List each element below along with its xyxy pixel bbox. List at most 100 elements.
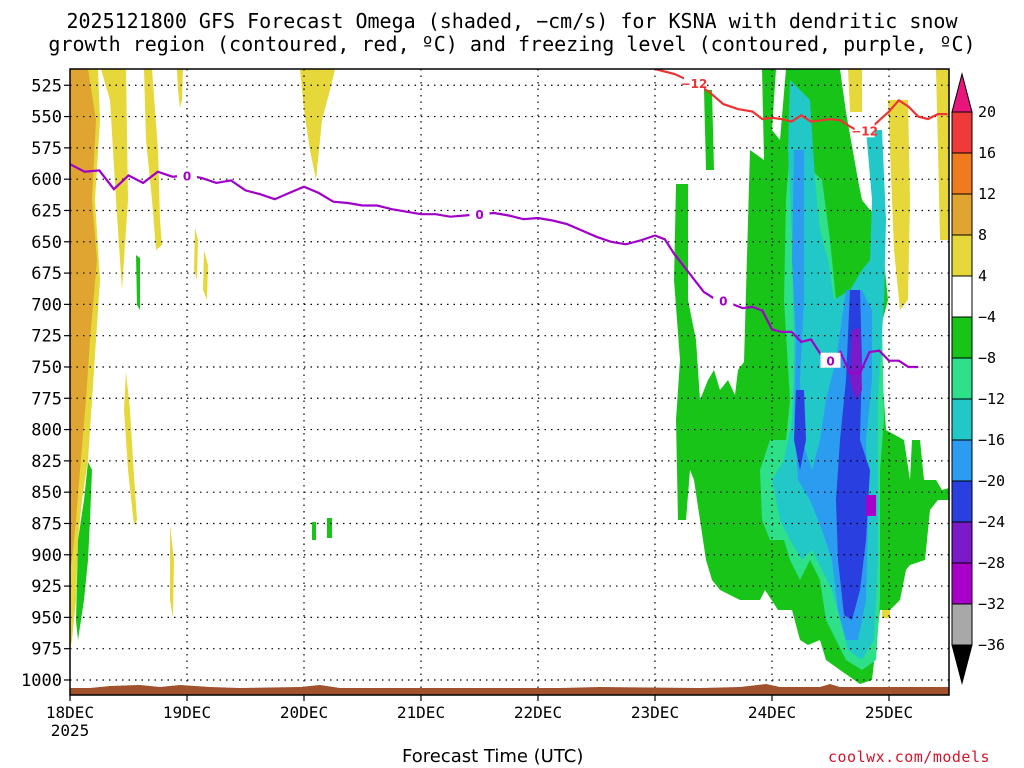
omega-pos-yellow-12 — [936, 69, 949, 240]
y-tick-label: 525 — [31, 76, 62, 96]
y-tick-label: 750 — [31, 358, 62, 378]
y-tick-label: 950 — [31, 608, 62, 628]
plot-frame — [69, 68, 950, 696]
y-tick-label: 900 — [31, 546, 62, 566]
colorbar-tick-label: 4 — [978, 267, 987, 285]
contour-label: 0 — [183, 169, 191, 183]
y-tick-label: 925 — [31, 577, 62, 597]
omega-pos-orange-early — [70, 69, 97, 570]
colorbar: 20 16 12 8 4 −4 −8 −12 −16 −20 −24 −28 −32 −36 — [951, 72, 1005, 685]
colorbar-box — [951, 275, 973, 318]
contour-label-bg — [820, 352, 841, 368]
y-tick-label: 875 — [31, 514, 62, 534]
contour-label: 0 — [719, 295, 727, 309]
y-tick-label: 800 — [31, 421, 62, 441]
y-tick-label: 850 — [31, 483, 62, 503]
y-tick-label: 600 — [31, 170, 62, 190]
y-tick-label: 975 — [31, 640, 62, 660]
colorbar-tick-label: −20 — [978, 472, 1005, 490]
omega-pos-yellow-3 — [144, 69, 162, 250]
y-tick-label: 675 — [31, 264, 62, 284]
omega-neg-magenta — [866, 495, 876, 516]
omega-pos-yellow-7 — [203, 250, 208, 300]
contour-label: −12 — [681, 77, 708, 91]
x-axis-label: Forecast Time (UTC) — [402, 746, 584, 767]
x-tick-label: 18DEC — [46, 703, 94, 722]
colorbar-tick-label: −8 — [978, 349, 996, 367]
freezing-level-line — [70, 163, 919, 375]
omega-pos-yellow-2 — [101, 69, 128, 290]
colorbar-box — [951, 357, 973, 400]
x-tick-label: 24DEC — [748, 703, 796, 722]
contour-label-bg — [713, 292, 734, 308]
omega-pos-yellow-4 — [177, 69, 183, 108]
colorbar-tick-label: −36 — [978, 636, 1005, 654]
colorbar-top-triangle — [951, 72, 973, 113]
y-tick-label: 650 — [31, 233, 62, 253]
colorbar-box — [951, 234, 973, 277]
contour-label-bg — [177, 167, 197, 183]
omega-neg-green-small-2 — [312, 522, 316, 540]
colorbar-box — [951, 316, 973, 359]
chart-title-line-1: 2025121800 GFS Forecast Omega (shaded, −… — [66, 9, 958, 33]
colorbar-tick-label: 12 — [978, 185, 996, 203]
y-tick-label: 700 — [31, 295, 62, 315]
contour-lines — [70, 69, 948, 375]
contour-label-bg — [469, 206, 490, 222]
colorbar-bottom-triangle — [951, 644, 973, 685]
y-axis-ticks: 525 550 575 600 625 650 675 700 725 750 775 800 825 8… — [21, 76, 70, 691]
dgz-minus12-line — [654, 69, 948, 133]
colorbar-tick-label: 8 — [978, 226, 987, 244]
omega-pos-yellow-10 — [848, 69, 862, 112]
contour-label: 0 — [475, 208, 483, 222]
colorbar-box — [951, 562, 973, 605]
y-tick-label: 575 — [31, 139, 62, 159]
colorbar-box — [951, 193, 973, 236]
x-tick-label: 22DEC — [514, 703, 562, 722]
contour-label-bg — [684, 74, 704, 90]
omega-pos-yellow-8 — [124, 372, 137, 525]
omega-neg-blue — [836, 290, 870, 620]
x-tick-sublabel: 2025 — [51, 721, 90, 740]
omega-pos-yellow-9 — [170, 525, 174, 618]
colorbar-box — [951, 398, 973, 441]
colorbar-box — [951, 521, 973, 564]
y-tick-label: 625 — [31, 201, 62, 221]
colorbar-tick-label: −24 — [978, 513, 1005, 531]
x-tick-label: 19DEC — [163, 703, 211, 722]
colorbar-tick-label: −4 — [978, 308, 996, 326]
colorbar-tick-label: 16 — [978, 144, 996, 162]
colorbar-box — [951, 152, 973, 195]
omega-pos-yellow-11 — [888, 100, 910, 310]
colorbar-box — [951, 603, 973, 646]
omega-neg-green-small-3 — [327, 518, 332, 538]
omega-neg-blue-2 — [794, 390, 806, 470]
x-tick-label: 25DEC — [865, 703, 913, 722]
contour-label: −12 — [851, 124, 878, 138]
colorbar-tick-label: −16 — [978, 431, 1005, 449]
x-tick-label: 23DEC — [631, 703, 679, 722]
colorbar-box — [951, 480, 973, 523]
terrain-strip — [70, 684, 949, 695]
colorbar-tick-label: 20 — [978, 103, 996, 121]
contour-label-bg — [854, 122, 875, 138]
omega-neg-green-early — [76, 462, 92, 640]
colorbar-tick-label: −12 — [978, 390, 1005, 408]
x-tick-label: 20DEC — [280, 703, 328, 722]
omega-pos-yellow-5 — [300, 69, 335, 180]
y-tick-label: 825 — [31, 452, 62, 472]
colorbar-box — [951, 439, 973, 482]
contour-label: 0 — [826, 355, 834, 369]
credit-link[interactable]: coolwx.com/models — [828, 748, 991, 766]
chart-title-line-2: growth region (contoured, red, ºC) and f… — [48, 32, 976, 56]
omega-neg-green-small-1 — [136, 255, 140, 310]
colorbar-tick-label: −28 — [978, 554, 1005, 572]
y-tick-label: 550 — [31, 108, 62, 128]
y-tick-label: 775 — [31, 389, 62, 409]
omega-neg-green-column-2 — [704, 90, 714, 170]
colorbar-tick-label: −32 — [978, 595, 1005, 613]
omega-pos-yellow-6 — [194, 228, 198, 280]
y-tick-label: 1000 — [21, 671, 62, 691]
